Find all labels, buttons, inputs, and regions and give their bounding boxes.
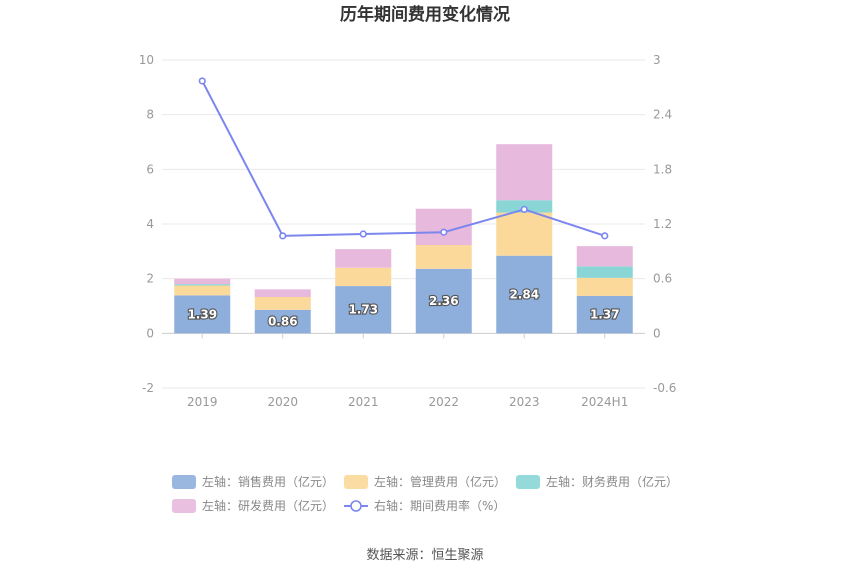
bar-value-label: 1.39 (187, 307, 217, 321)
legend: 左轴：销售费用（亿元） 左轴：管理费用（亿元） 左轴：财务费用（亿元） 左轴：研发费用… (172, 474, 678, 513)
left-axis: 10 8 6 4 2 0 -2 (139, 53, 154, 395)
legend-swatch (344, 475, 368, 489)
legend-swatch (172, 499, 196, 513)
bar-labels: 1.39 0.86 1.73 2.36 2.84 1.37 (186, 286, 620, 329)
right-tick-label: 1.8 (653, 162, 672, 176)
bar-segment (174, 278, 231, 285)
rate-point (359, 230, 367, 238)
bar-value-label: 2.84 (509, 288, 539, 302)
legend-label: 右轴：期间费用率（%） (374, 498, 505, 513)
left-tick-label: 6 (146, 162, 154, 176)
left-tick-label: 8 (146, 108, 154, 122)
rate-point (279, 232, 287, 240)
bar-value-label: 0.86 (268, 315, 298, 329)
bar-segment (254, 289, 311, 297)
legend-label: 左轴：管理费用（亿元） (374, 474, 506, 489)
bar-segment (174, 295, 231, 334)
bar-segment (576, 266, 633, 278)
bar-value-label: 1.73 (348, 303, 378, 317)
bar-segment (576, 246, 633, 267)
bar-segment (415, 245, 472, 269)
x-axis: 2019 2020 2021 2022 2023 2024H1 (187, 333, 628, 409)
bar-segment (335, 249, 392, 268)
right-axis: 3 2.4 1.8 1.2 0.6 0 -0.6 (653, 53, 676, 395)
bars (174, 144, 633, 334)
chart-title: 历年期间费用变化情况 (340, 4, 510, 25)
legend-item[interactable]: 右轴：期间费用率（%） (344, 498, 505, 513)
x-tick-label: 2022 (428, 395, 459, 409)
right-tick-label: 2.4 (653, 108, 672, 122)
x-tick-label: 2021 (348, 395, 379, 409)
legend-marker (350, 500, 362, 512)
bar-segment (496, 255, 553, 334)
rate-line-path (201, 80, 606, 237)
legend-swatch (516, 475, 540, 489)
right-tick-label: 0 (653, 326, 661, 340)
bar-segment (415, 268, 472, 334)
bar-segment (254, 296, 311, 310)
bar-segment (335, 286, 392, 334)
bar-segment (174, 284, 231, 286)
legend-item[interactable]: 左轴：管理费用（亿元） (344, 474, 506, 489)
right-tick-label: 1.2 (653, 217, 672, 231)
legend-item[interactable]: 左轴：财务费用（亿元） (516, 474, 678, 489)
rate-point (520, 205, 528, 214)
bar-segment (254, 309, 311, 334)
rate-point (601, 232, 609, 240)
bar-segment (496, 144, 553, 201)
x-tick-label: 2019 (187, 395, 218, 409)
legend-item[interactable]: 左轴：销售费用（亿元） (172, 474, 334, 489)
bar-segment (174, 285, 231, 296)
left-tick-label: -2 (142, 381, 154, 395)
bar-segment (576, 277, 633, 296)
bar-segment (335, 267, 392, 287)
left-tick-label: 0 (146, 326, 154, 340)
legend-swatch (172, 475, 196, 489)
grid (162, 59, 645, 389)
bar-value-label: 2.36 (429, 294, 459, 308)
right-tick-label: 3 (653, 53, 661, 67)
left-tick-label: 10 (139, 53, 154, 67)
right-tick-label: -0.6 (653, 381, 676, 395)
source-note: 数据来源：恒生聚源 (366, 548, 483, 563)
left-tick-label: 4 (146, 217, 154, 231)
rate-point (440, 228, 448, 236)
legend-label: 左轴：销售费用（亿元） (202, 474, 334, 489)
x-tick-label: 2023 (509, 395, 540, 409)
left-tick-label: 2 (146, 272, 154, 286)
bar-segment (576, 295, 633, 334)
rate-line (198, 77, 609, 240)
right-tick-label: 0.6 (653, 272, 672, 286)
rate-point (198, 77, 206, 85)
legend-label: 左轴：财务费用（亿元） (546, 474, 678, 489)
bar-value-label: 1.37 (590, 308, 620, 322)
x-tick-label: 2020 (267, 395, 298, 409)
x-tick-label: 2024H1 (581, 395, 628, 409)
legend-item[interactable]: 左轴：研发费用（亿元） (172, 498, 334, 513)
legend-label: 左轴：研发费用（亿元） (202, 498, 334, 513)
bar-segment (496, 212, 553, 256)
